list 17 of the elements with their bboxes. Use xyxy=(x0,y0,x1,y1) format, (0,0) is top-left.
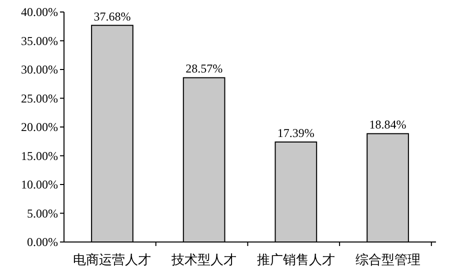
data-label: 37.68% xyxy=(94,9,131,24)
y-tick-label: 35.00% xyxy=(21,34,58,48)
y-tick-label: 30.00% xyxy=(21,62,58,77)
y-tick-label: 15.00% xyxy=(21,148,58,163)
x-tick-label: 推广销售人才 xyxy=(256,252,335,267)
y-tick-label: 0.00% xyxy=(27,235,58,250)
x-tick-label: 技术型人才 xyxy=(170,252,237,267)
y-tick-label: 40.00% xyxy=(21,5,58,20)
y-tick-label: 5.00% xyxy=(27,206,58,220)
data-label: 18.84% xyxy=(369,118,406,132)
x-tick-label: 电商运营人才 xyxy=(73,252,152,267)
y-tick-label: 20.00% xyxy=(21,120,58,134)
x-tick-label: 综合型管理 xyxy=(355,252,420,267)
y-tick-label: 10.00% xyxy=(21,178,58,192)
y-tick-label: 25.00% xyxy=(21,91,58,106)
data-label: 17.39% xyxy=(277,126,314,140)
data-label: 28.57% xyxy=(186,62,223,76)
